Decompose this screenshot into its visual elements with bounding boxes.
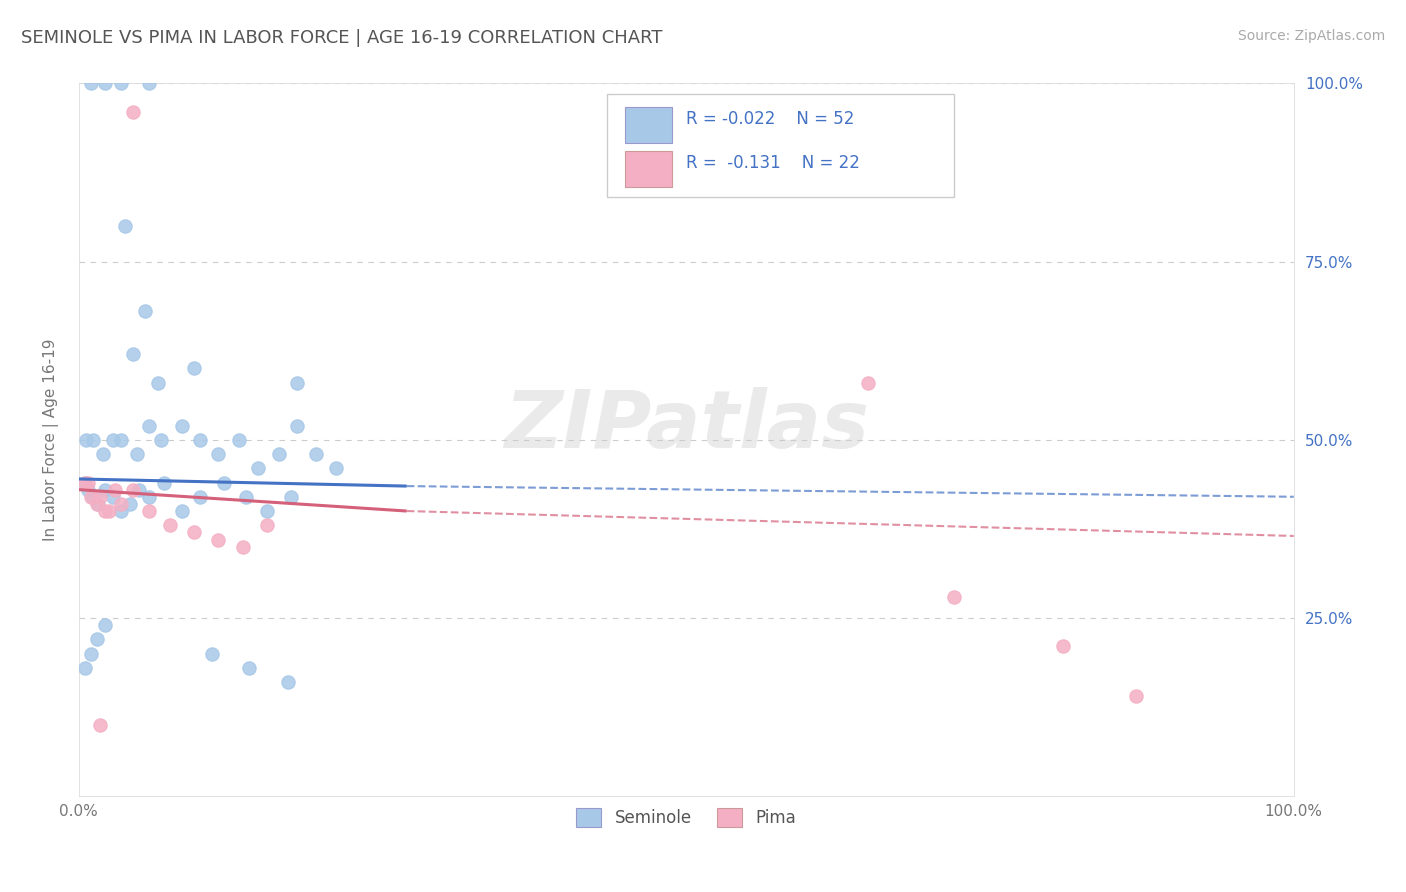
Point — [207, 533, 229, 547]
Point — [285, 376, 308, 390]
Point — [170, 418, 193, 433]
Point — [73, 475, 96, 490]
Y-axis label: In Labor Force | Age 16-19: In Labor Force | Age 16-19 — [44, 339, 59, 541]
Point — [110, 504, 132, 518]
Point — [280, 490, 302, 504]
Point — [214, 475, 236, 490]
Point — [146, 376, 169, 390]
Point — [122, 104, 145, 119]
Point — [94, 504, 117, 518]
Text: R = -0.022    N = 52: R = -0.022 N = 52 — [686, 110, 855, 128]
Point — [94, 618, 117, 632]
Point — [73, 661, 96, 675]
Point — [101, 490, 124, 504]
Point — [114, 219, 136, 233]
Point — [104, 483, 127, 497]
Point — [232, 540, 254, 554]
Point — [228, 433, 250, 447]
Point — [207, 447, 229, 461]
Point — [183, 361, 205, 376]
Point — [183, 525, 205, 540]
Point — [82, 433, 104, 447]
Point — [97, 504, 120, 518]
Point — [101, 433, 124, 447]
Point — [150, 433, 173, 447]
Point — [94, 483, 117, 497]
Point — [122, 483, 145, 497]
Text: SEMINOLE VS PIMA IN LABOR FORCE | AGE 16-19 CORRELATION CHART: SEMINOLE VS PIMA IN LABOR FORCE | AGE 16… — [21, 29, 662, 46]
Text: Source: ZipAtlas.com: Source: ZipAtlas.com — [1237, 29, 1385, 43]
Point — [82, 490, 104, 504]
Point — [89, 718, 111, 732]
Point — [858, 376, 880, 390]
Point — [325, 461, 347, 475]
FancyBboxPatch shape — [607, 95, 953, 197]
Point — [80, 490, 103, 504]
Point — [128, 483, 150, 497]
Point — [1052, 640, 1074, 654]
Point — [138, 418, 160, 433]
Point — [110, 77, 132, 91]
Point — [238, 661, 260, 675]
Point — [170, 504, 193, 518]
Text: ZIPatlas: ZIPatlas — [503, 386, 869, 465]
Point — [138, 490, 160, 504]
Point — [134, 304, 156, 318]
Point — [77, 483, 100, 497]
Point — [118, 497, 141, 511]
Point — [89, 490, 111, 504]
Point — [110, 433, 132, 447]
Legend: Seminole, Pima: Seminole, Pima — [569, 802, 803, 834]
Text: R =  -0.131    N = 22: R = -0.131 N = 22 — [686, 154, 860, 172]
Point — [285, 418, 308, 433]
Bar — [626, 151, 672, 186]
Point — [91, 447, 114, 461]
Point — [942, 590, 965, 604]
Point — [86, 497, 108, 511]
Point — [125, 447, 148, 461]
Point — [201, 647, 224, 661]
Point — [188, 490, 211, 504]
Point — [110, 497, 132, 511]
Point — [122, 347, 145, 361]
Point — [256, 504, 278, 518]
Point — [138, 504, 160, 518]
Point — [87, 497, 110, 511]
Point — [247, 461, 270, 475]
Bar — [626, 107, 672, 143]
Point — [235, 490, 257, 504]
Point — [152, 475, 174, 490]
Point — [80, 647, 103, 661]
Point — [159, 518, 181, 533]
Point — [77, 475, 100, 490]
Point — [94, 77, 117, 91]
Point — [1125, 690, 1147, 704]
Point — [267, 447, 290, 461]
Point — [73, 475, 96, 490]
Point — [138, 77, 160, 91]
Point — [86, 632, 108, 647]
Point — [304, 447, 326, 461]
Point — [75, 433, 97, 447]
Point — [80, 77, 103, 91]
Point — [188, 433, 211, 447]
Point — [256, 518, 278, 533]
Point — [277, 675, 299, 690]
